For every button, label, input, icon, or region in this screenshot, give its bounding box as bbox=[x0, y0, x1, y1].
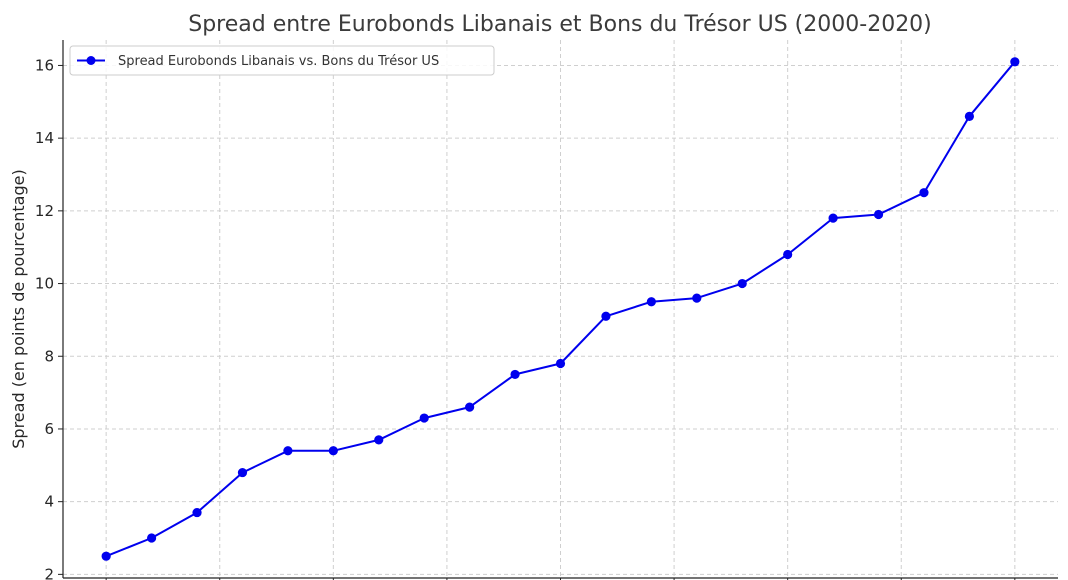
data-point-2015 bbox=[783, 249, 793, 260]
data-point-2012 bbox=[646, 297, 656, 307]
data-point-2002 bbox=[192, 507, 202, 518]
y-tick-label-6: 14 bbox=[35, 129, 54, 147]
data-point-2005 bbox=[328, 446, 338, 456]
y-tick-label-2: 6 bbox=[44, 420, 54, 438]
data-point-2019 bbox=[964, 111, 975, 121]
data-point-2007 bbox=[419, 413, 429, 423]
y-tick-label-1: 4 bbox=[44, 493, 54, 511]
data-point-2020 bbox=[1010, 57, 1020, 67]
data-point-2018 bbox=[919, 188, 929, 198]
data-point-2011 bbox=[601, 311, 611, 321]
data-point-2009 bbox=[510, 369, 520, 380]
data-point-2000 bbox=[101, 551, 111, 561]
data-point-2010 bbox=[555, 358, 566, 369]
y-tick-label-0: 2 bbox=[44, 565, 54, 580]
y-tick-label-3: 8 bbox=[44, 347, 54, 365]
y-tick-label-7: 16 bbox=[35, 56, 54, 74]
chart-title: Spread entre Eurobonds Libanais et Bons … bbox=[188, 12, 932, 37]
legend: Spread Eurobonds Libanais vs. Bons du Tr… bbox=[69, 45, 495, 76]
data-point-2008 bbox=[465, 402, 475, 412]
data-point-2006 bbox=[374, 435, 384, 445]
legend-marker-sample bbox=[86, 56, 96, 65]
data-point-2014 bbox=[737, 278, 747, 289]
legend-box bbox=[69, 45, 495, 76]
data-point-2013 bbox=[692, 293, 702, 303]
series-layer bbox=[101, 57, 1020, 561]
y-tick-label-4: 10 bbox=[35, 275, 54, 293]
data-point-2003 bbox=[237, 467, 248, 478]
legend-entry-label: Spread Eurobonds Libanais vs. Bons du Tr… bbox=[118, 54, 439, 69]
data-point-2017 bbox=[873, 209, 884, 220]
data-point-2016 bbox=[828, 213, 838, 223]
y-tick-label-5: 12 bbox=[35, 202, 54, 220]
data-point-2001 bbox=[146, 533, 157, 543]
data-point-2004 bbox=[283, 446, 293, 456]
axes: 2 4 6 8 10 12 14 16 bbox=[35, 40, 1058, 580]
y-axis-label: Spread (en points de pourcentage) bbox=[9, 169, 28, 448]
grid bbox=[63, 40, 1058, 578]
